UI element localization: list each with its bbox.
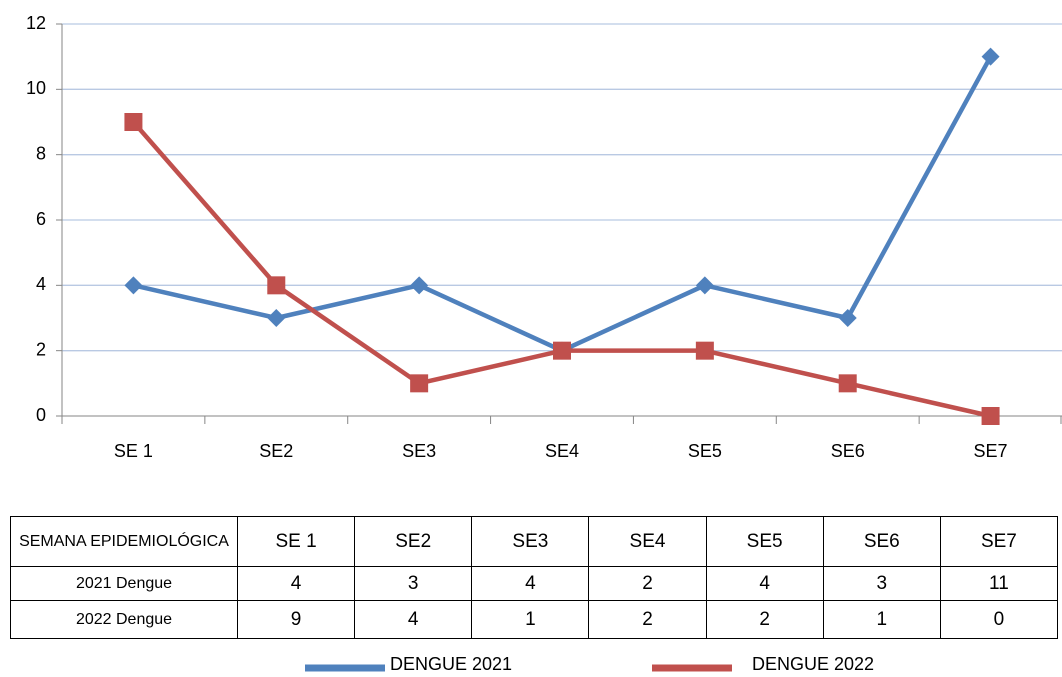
x-tick-label: SE6 [831,441,865,461]
table-cell: SE7 [939,516,1059,567]
x-tick-label: SE2 [259,441,293,461]
table-cell: 4 [236,566,356,601]
table-cell: SE2 [354,516,473,567]
x-tick-label: SE4 [545,441,579,461]
table-row: SEMANA EPIDEMIOLÓGICA SE 1 SE2 SE3 SE4 SE5 SE6… [10,516,1059,567]
table-cell: SE 1 [236,516,356,567]
table-cell: 11 [939,566,1059,601]
table-row: 2022 Dengue 9 4 1 2 2 1 0 [10,600,1059,639]
table-cell: SE6 [822,516,941,567]
table-cell: SE4 [588,516,707,567]
table-cell: 2021 Dengue [10,566,238,601]
table-cell: 4 [471,566,590,601]
y-tick-label: 6 [36,209,46,229]
table-cell: 2 [705,600,824,639]
marker [553,341,571,360]
marker [695,341,714,360]
marker [124,113,143,131]
x-tick-label: SE3 [402,441,436,461]
series-line [132,55,993,353]
table-cell: 2022 Dengue [10,600,238,639]
y-tick-label: 0 [36,405,46,425]
legend-label: DENGUE 2022 [752,654,874,674]
y-tick-label: 2 [36,339,46,359]
y-tick-label: 4 [36,274,46,294]
marker [267,276,286,295]
y-tick-label: 8 [36,143,46,163]
marker [981,407,1000,425]
table-cell: SE3 [471,516,590,567]
x-tick-label: SE7 [974,441,1008,461]
table-row: 2021 Dengue 4 3 4 2 4 3 11 [10,566,1059,601]
table-cell: 3 [822,566,941,601]
x-tick-label: SE5 [688,441,722,461]
y-tick-label: 12 [26,13,46,33]
marker [981,47,1000,66]
table-cell: 1 [822,600,941,639]
marker [838,374,857,393]
marker [124,276,143,295]
series-line [131,120,992,419]
table-cell: 0 [939,600,1059,639]
x-tick-label: SE 1 [114,441,153,461]
table-cell: 4 [354,600,473,639]
y-tick-label: 10 [26,78,46,98]
table-cell: SE5 [705,516,824,567]
marker [410,374,429,393]
table-cell: 3 [354,566,473,601]
marker [267,309,286,327]
marker [838,309,857,327]
marker [410,276,429,295]
table-cell: 9 [236,600,356,639]
table-cell: 4 [705,566,824,601]
data-table: SEMANA EPIDEMIOLÓGICA SE 1 SE2 SE3 SE4 SE5 SE6… [10,516,1059,639]
marker [695,276,714,295]
legend-label: DENGUE 2021 [390,654,512,674]
table-cell: SEMANA EPIDEMIOLÓGICA [10,516,238,567]
table-cell: 2 [588,600,707,639]
table-cell: 2 [588,566,707,601]
table-cell: 1 [471,600,590,639]
